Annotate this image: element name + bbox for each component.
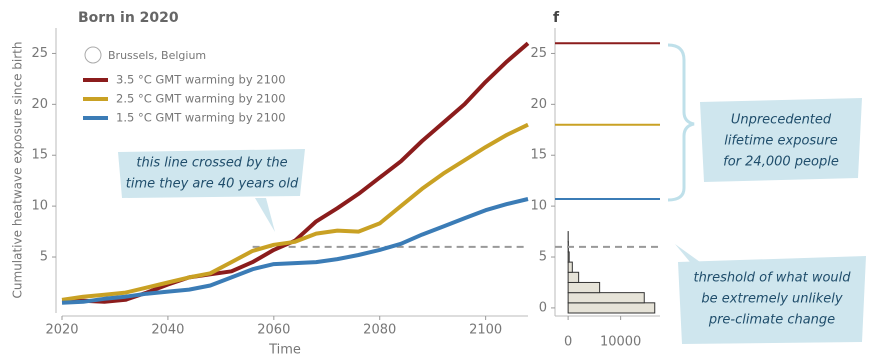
histogram-bar xyxy=(567,261,573,273)
x-tick-label: 2020 xyxy=(45,323,78,338)
annotation: pre-climate change xyxy=(708,313,835,328)
y-tick-label: 15 xyxy=(530,148,547,163)
y-tick-label: 0 xyxy=(539,300,547,315)
x-tick-label: 10000 xyxy=(600,335,641,350)
callout-box xyxy=(678,256,866,344)
brace xyxy=(667,43,695,202)
y-tick-label: 25 xyxy=(31,46,48,61)
x-tick-label: 2060 xyxy=(257,323,290,338)
callouts: this line crossed by the time they are 40… xyxy=(118,43,866,344)
y-tick-label: 10 xyxy=(530,199,547,214)
histogram-bar xyxy=(567,281,601,294)
callout-box xyxy=(700,98,862,182)
location: Brussels, Belgium xyxy=(108,49,206,62)
annotation: Unprecedented xyxy=(731,113,832,128)
x-tick-label: 2040 xyxy=(151,323,184,338)
y-axis-label: Cumulative heatwave exposure since birth xyxy=(11,42,25,299)
chart-title: Born in 2020 xyxy=(78,10,179,26)
location-icon xyxy=(84,46,102,64)
y-tick-label: 5 xyxy=(40,250,48,265)
annotation: time they are 40 years old xyxy=(126,177,299,192)
annotation: be extremely unlikely xyxy=(701,292,842,307)
panel-label: f xyxy=(553,10,560,26)
histogram-bar xyxy=(567,271,580,283)
x-tick-label: 2100 xyxy=(469,323,502,338)
legend-label: 1.5 °C GMT warming by 2100 xyxy=(116,111,286,125)
histogram-bar xyxy=(567,302,656,314)
legend-label: 2.5 °C GMT warming by 2100 xyxy=(116,92,286,106)
x-tick-label: 2080 xyxy=(363,323,396,338)
callout-arrow xyxy=(255,198,275,232)
y-tick-label: 15 xyxy=(31,148,48,163)
annotation: for 24,000 people xyxy=(723,155,839,170)
callout-box xyxy=(118,149,305,198)
series-line xyxy=(61,197,529,305)
y-tick-label: 10 xyxy=(31,199,48,214)
y-tick-label: 20 xyxy=(31,97,48,112)
annotation: threshold of what would xyxy=(693,271,851,286)
y-tick-label: 20 xyxy=(530,97,547,112)
legend-label: 3.5 °C GMT warming by 2100 xyxy=(116,73,286,87)
y-tick-label: 25 xyxy=(530,46,547,61)
x-axis-label: Time xyxy=(268,343,301,358)
histogram-bar xyxy=(567,251,570,263)
y-tick-label: 5 xyxy=(539,250,547,265)
series-line xyxy=(61,122,529,302)
callout-arrow xyxy=(675,244,700,262)
histogram-bar xyxy=(567,292,645,304)
x-tick-label: 0 xyxy=(564,335,572,350)
annotation: this line crossed by the xyxy=(136,156,287,171)
annotation: lifetime exposure xyxy=(724,134,838,149)
